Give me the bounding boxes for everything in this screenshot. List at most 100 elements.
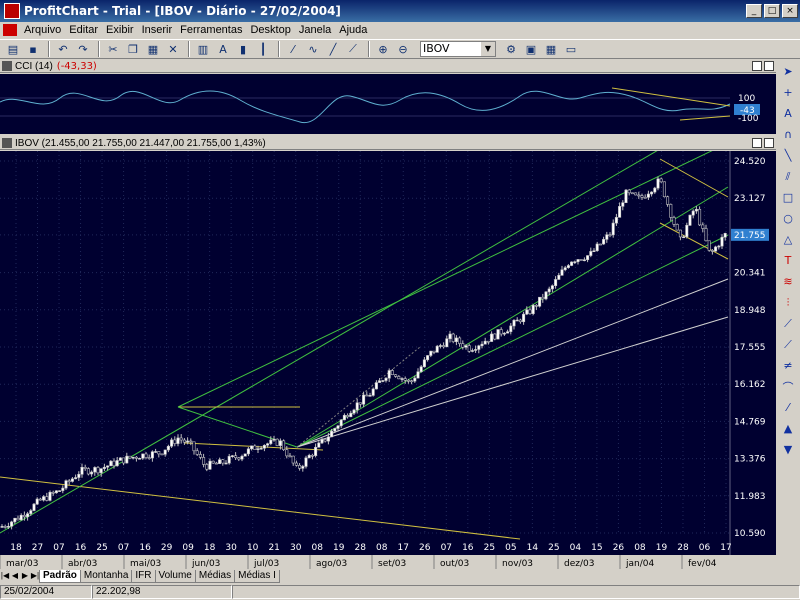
delete-icon[interactable]: ✕ [168,42,178,56]
tab-ifr[interactable]: IFR [131,569,156,583]
tab-volume[interactable]: Volume [154,569,196,583]
copy-icon[interactable]: ❐ [128,42,138,56]
price-chart[interactable]: 24.520 23.127 21.755 20.341 18.948 17.555 16.1… [0,142,776,569]
candle-body [682,236,686,239]
status-date: 25/02/2004 [0,585,92,599]
text-tool-icon[interactable]: T [784,254,792,267]
panel-restore-button[interactable] [752,138,762,148]
panel-restore-button[interactable] [752,61,762,71]
candle-body [438,345,442,347]
menu-arquivo[interactable]: Arquivo [24,24,62,36]
ellipse-icon[interactable]: ○ [783,212,793,225]
menu-ferramentas[interactable]: Ferramentas [180,24,243,36]
candle-icon[interactable]: ▮ [239,42,247,56]
fan-line-white [296,278,729,448]
rectangle-icon[interactable]: □ [782,191,794,204]
parallel-lines-icon[interactable]: ⫽ [785,169,791,183]
last-tab-icon[interactable]: ▶| [30,571,40,580]
tab-medias-i[interactable]: Médias I [234,569,280,583]
arc-icon[interactable]: ⌒ [782,380,794,394]
window-icon[interactable]: ▭ [565,42,577,56]
candle-body [128,455,132,459]
candle-body [266,443,270,446]
chevron-down-icon[interactable]: ▼ [481,42,495,56]
triangle-icon[interactable]: △ [783,233,793,246]
next-tab-icon[interactable]: ▶ [21,571,29,580]
candle-body [573,261,577,264]
line-chart-icon[interactable]: ⁄ [292,42,294,56]
zoom-in-icon[interactable]: ⊕ [378,42,388,56]
candle-body [688,214,692,226]
zoom-out-icon[interactable]: ⊖ [398,42,408,56]
maximize-button[interactable]: □ [764,4,780,18]
grid-icon[interactable]: ▦ [545,42,557,56]
new-icon[interactable]: ▤ [7,42,19,56]
save-icon[interactable]: ▪ [29,42,37,56]
fan-icon[interactable]: ⟋ [784,337,792,351]
candle-body [422,359,426,368]
candle-body [589,251,593,256]
redo-icon[interactable]: ↷ [78,42,88,56]
panel-close-button[interactable] [764,138,774,148]
paste-icon[interactable]: ▦ [147,42,159,56]
candle-body [288,455,292,458]
volume-icon[interactable]: ╱ [329,42,337,56]
fibonacci-icon[interactable]: ≋ [783,275,793,288]
month-label: nov/03 [502,559,533,569]
regression-icon[interactable]: ⁄ [787,401,789,414]
document-icon[interactable] [3,24,17,36]
candle-body [310,455,314,457]
candle-body [26,513,30,518]
tab-padrao[interactable]: Padrão [39,569,81,583]
layout-icon[interactable]: ▣ [525,42,537,56]
menu-ajuda[interactable]: Ajuda [339,24,368,36]
day-tick-label: 25 [548,543,559,553]
text-style-icon[interactable]: A [219,42,227,56]
arrow-down-icon[interactable]: ▼ [783,443,793,456]
cci-chart[interactable]: 100 -43 -100 [0,74,776,134]
channel-icon[interactable]: ⟋ [784,316,792,330]
candle-body [90,471,94,475]
prev-tab-icon[interactable]: ◀ [11,571,19,580]
menu-desktop[interactable]: Desktop [250,24,291,36]
close-button[interactable]: × [782,4,798,18]
tab-montanha[interactable]: Montanha [79,569,133,583]
candle-body [214,462,218,465]
panel-close-button[interactable] [764,61,774,71]
area-chart-icon[interactable]: ∿ [308,42,318,56]
first-tab-icon[interactable]: |◀ [0,571,10,580]
symbol-select[interactable]: IBOV ▼ [420,41,496,57]
candle-body [150,451,154,459]
minimize-button[interactable]: _ [746,4,762,18]
indicator-icon[interactable]: ⟋ [349,42,357,55]
arrow-up-icon[interactable]: ▲ [783,422,793,435]
candle-body [534,304,538,307]
menu-exibir[interactable]: Exibir [106,24,134,36]
bar-chart-icon[interactable]: ▥ [197,42,209,56]
menu-janela[interactable]: Janela [298,24,332,36]
fibo-fan-icon[interactable]: ⫶ [786,295,790,309]
candle-body [464,345,468,348]
bars-icon[interactable]: ┃ [259,42,267,56]
cursor-icon[interactable]: ➤ [783,65,793,78]
cut-icon[interactable]: ✂ [108,42,118,56]
candle-body [630,192,634,195]
cci-line [0,90,731,124]
magnet-icon[interactable]: ∩ [783,128,793,141]
candle-body [246,448,250,455]
menu-inserir[interactable]: Inserir [141,24,173,36]
properties-icon[interactable]: ⚙ [506,42,516,56]
candle-body [282,440,286,450]
candle-body [618,206,622,218]
undo-icon[interactable]: ↶ [58,42,68,56]
price-tick-label: 11.983 [734,492,766,502]
day-tick-label: 18 [204,543,216,553]
candle-body [637,194,641,197]
crosshair-icon[interactable]: + [783,86,793,99]
status-value: 22.202,98 [92,585,232,599]
speed-lines-icon[interactable]: ≠ [783,359,793,372]
line-icon[interactable]: ╲ [784,149,792,162]
tab-medias[interactable]: Médias [194,569,236,583]
menu-editar[interactable]: Editar [69,24,99,36]
text-icon[interactable]: A [784,107,792,120]
